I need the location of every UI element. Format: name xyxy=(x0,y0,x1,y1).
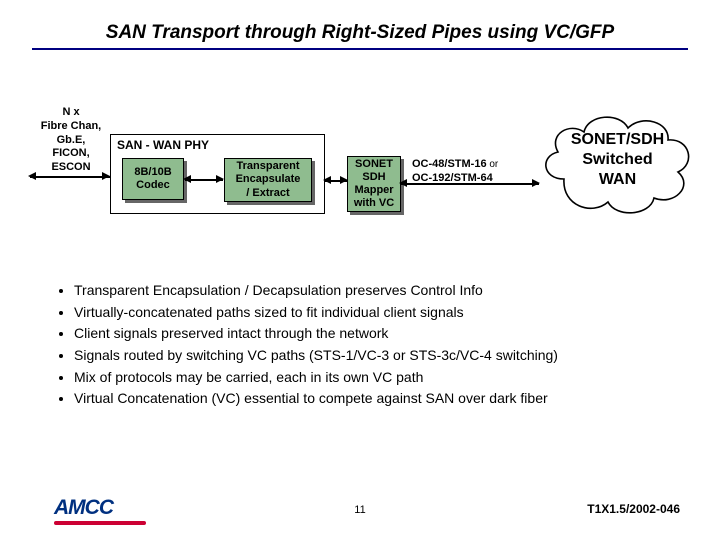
bullet-item: Signals routed by switching VC paths (ST… xyxy=(74,345,680,367)
input-protocols-label: N xFibre Chan,Gb.E,FICON,ESCON xyxy=(34,106,108,175)
codec-box: 8B/10BCodec xyxy=(122,158,184,200)
rate-label: OC-48/STM-16 or OC-192/STM-64 xyxy=(412,157,534,186)
bullet-item: Virtually-concatenated paths sized to fi… xyxy=(74,302,680,324)
logo-underline xyxy=(54,521,146,525)
encap-box: TransparentEncapsulate/ Extract xyxy=(224,158,312,202)
title-underline xyxy=(32,48,688,50)
cloud-label: SONET/SDHSwitchedWAN xyxy=(550,130,685,190)
arrow-in-head-l xyxy=(28,172,36,180)
doc-id: T1X1.5/2002-046 xyxy=(587,502,680,516)
arrow-in xyxy=(30,176,110,178)
mapper-box: SONETSDHMapperwith VC xyxy=(347,156,401,212)
bullet-item: Client signals preserved intact through … xyxy=(74,323,680,345)
arrow-codec-encap-l xyxy=(183,175,191,183)
arrow-in-head-r xyxy=(102,172,110,180)
arrow-to-mapper-l xyxy=(323,176,331,184)
san-wan-phy-label: SAN - WAN PHY xyxy=(117,138,209,152)
arrow-to-cloud-l xyxy=(399,179,407,187)
slide-title: SAN Transport through Right-Sized Pipes … xyxy=(0,22,720,44)
arrow-codec-encap-r xyxy=(216,175,224,183)
bullet-item: Transparent Encapsulation / Decapsulatio… xyxy=(74,280,680,302)
bullet-item: Virtual Concatenation (VC) essential to … xyxy=(74,388,680,410)
bullet-item: Mix of protocols may be carried, each in… xyxy=(74,367,680,389)
bullet-list: Transparent Encapsulation / Decapsulatio… xyxy=(60,280,680,410)
san-wan-phy-box: SAN - WAN PHY 8B/10BCodec TransparentEnc… xyxy=(110,134,325,214)
